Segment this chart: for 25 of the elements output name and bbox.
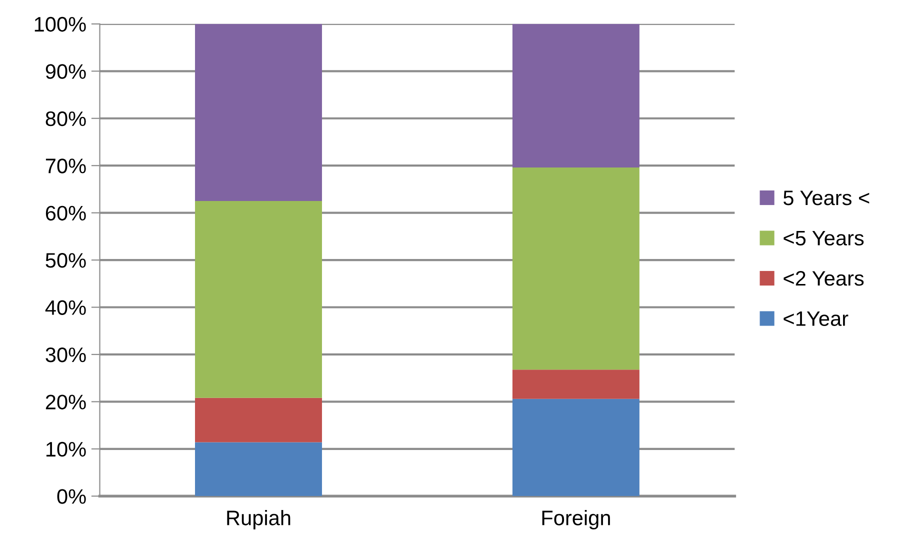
y-tick-label: 90% [46,64,86,79]
y-tick-label: 20% [46,394,86,410]
bar [512,370,640,399]
bar [195,442,322,496]
y-tick-label: 80% [46,111,86,126]
y-tick-label: 100% [34,16,86,32]
y-tick-label: 0% [57,489,86,504]
y-tick-label: 50% [46,253,86,268]
y-tick-label: 60% [46,206,86,221]
bar [512,24,640,168]
legend-label: <2 Years [784,271,864,286]
y-tick-label: 70% [46,158,86,174]
bar [512,398,640,496]
x-tick-label: Foreign [542,510,610,530]
y-tick-label: 30% [46,347,86,362]
bar [195,201,322,398]
x-tick-label: Rupiah [227,510,290,530]
bar [195,398,322,442]
legend-label: 5 Years < [784,190,870,206]
legend-label: <5 Years [784,230,864,246]
y-tick-label: 10% [46,442,86,457]
bar [512,167,640,370]
legend-label: <1Year [784,311,848,326]
bar [195,24,322,202]
y-tick-label: 40% [45,300,86,316]
